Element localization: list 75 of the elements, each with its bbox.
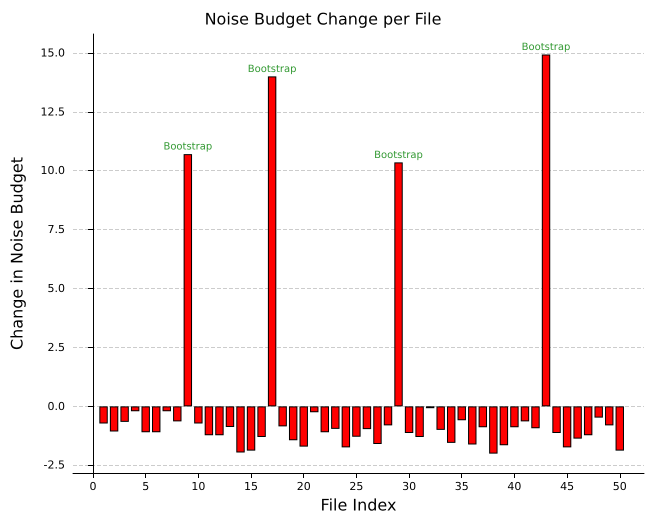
annotation: Bootstrap	[374, 150, 423, 161]
bar	[489, 406, 498, 454]
bar	[562, 406, 572, 448]
bar	[531, 406, 540, 428]
bar	[520, 406, 530, 422]
bar	[162, 406, 171, 412]
bar	[458, 406, 466, 420]
x-axis-title: File Index	[320, 496, 396, 514]
x-tick-label: 40	[507, 480, 522, 493]
bar	[478, 406, 488, 428]
x-tick-label: 20	[296, 480, 311, 493]
bar	[352, 406, 361, 437]
bar	[331, 406, 340, 429]
bar	[510, 406, 519, 428]
bar	[394, 162, 403, 406]
x-tick-label: 35	[454, 480, 469, 493]
bar	[152, 406, 160, 432]
x-tick-label: 10	[191, 480, 206, 493]
bar	[616, 406, 624, 451]
bar	[584, 406, 592, 436]
bar	[110, 406, 118, 432]
bar	[384, 406, 392, 426]
bar	[468, 406, 476, 444]
bar	[300, 406, 308, 447]
x-tick-label: 5	[142, 480, 150, 493]
bar	[310, 406, 318, 412]
bar	[373, 406, 382, 444]
x-tick-label: 0	[90, 480, 97, 493]
y-tick-label: 0.0	[48, 400, 65, 413]
bar	[236, 406, 245, 452]
bar	[130, 406, 140, 412]
bar	[342, 406, 350, 448]
bar	[141, 406, 150, 432]
bar	[320, 406, 329, 432]
y-tick-label: 12.5	[40, 105, 65, 118]
y-tick-label: 10.0	[40, 164, 65, 178]
bar	[404, 406, 414, 433]
bar	[362, 406, 372, 430]
bar	[605, 406, 614, 426]
y-tick-label: 5.0	[48, 282, 65, 295]
bar	[500, 406, 508, 446]
bar	[194, 406, 203, 424]
bar	[594, 406, 603, 418]
x-tick-label: 30	[402, 480, 416, 493]
bar	[573, 406, 582, 439]
chart-title: Noise Budget Change per File	[204, 10, 442, 28]
bar	[226, 406, 234, 428]
annotation: Bootstrap	[163, 142, 212, 153]
x-tick-label: 50	[612, 480, 627, 493]
bar	[215, 406, 224, 436]
bar	[552, 406, 561, 433]
bar	[184, 154, 192, 406]
x-tick-label: 25	[349, 480, 364, 493]
bar	[257, 406, 266, 437]
bar	[436, 406, 445, 430]
bar	[415, 406, 424, 437]
y-tick-label: 7.5	[48, 223, 65, 236]
bar	[268, 76, 276, 406]
bar	[204, 406, 214, 436]
x-tick-label: 45	[560, 480, 574, 493]
annotation: Bootstrap	[522, 42, 570, 53]
y-tick-label: -2.5	[44, 458, 65, 472]
bar	[173, 406, 182, 422]
bar	[120, 406, 129, 422]
bar	[246, 406, 256, 451]
bar	[99, 406, 108, 424]
bar	[446, 406, 456, 443]
bar	[288, 406, 298, 440]
y-tick-label: 15.0	[40, 46, 65, 60]
bar	[542, 54, 550, 406]
x-tick-label: 15	[244, 480, 258, 493]
y-tick-label: 2.5	[48, 340, 65, 354]
bar	[278, 406, 287, 426]
annotation: Bootstrap	[248, 64, 296, 75]
y-axis-title: Change in Noise Budget	[8, 156, 26, 350]
